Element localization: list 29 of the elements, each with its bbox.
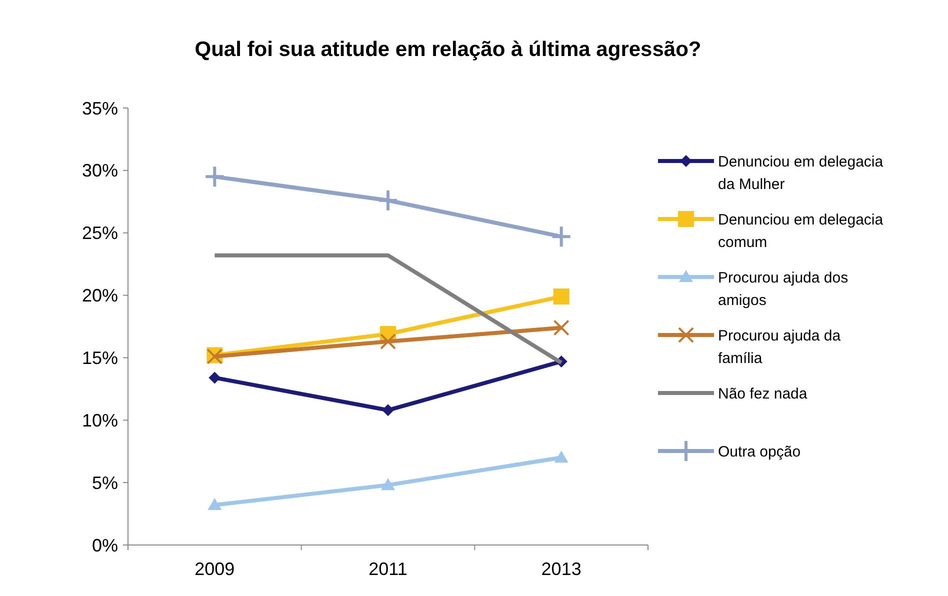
point (204, 165, 226, 188)
point (554, 450, 568, 463)
y-tick-label: 20% (82, 286, 118, 306)
point (382, 404, 394, 416)
point (208, 498, 222, 510)
point (380, 333, 396, 350)
y-tick-label: 5% (92, 472, 118, 493)
x-tick-label: 2011 (368, 559, 408, 579)
chart-title: Qual foi sua atitude em relação à última agressão? (194, 38, 702, 61)
legend-label: Outra opção (718, 443, 801, 460)
legend-label: Não fez nada (718, 385, 808, 402)
point (378, 188, 398, 212)
y-tick-label: 10% (82, 410, 118, 430)
x-tick-label: 2009 (194, 559, 235, 579)
legend-label: Denunciou em delegacia comum (718, 211, 884, 251)
legend-label: Procurou ajuda da família (718, 327, 842, 367)
point (553, 288, 570, 305)
point (208, 372, 221, 384)
legend-label: Denunciou em delegacia da Mulher (718, 153, 884, 193)
y-tick-label: 25% (82, 223, 118, 244)
y-tick-label: 30% (82, 160, 118, 181)
point (381, 478, 395, 490)
legend-label: Procurou ajuda dos amigos (718, 269, 848, 309)
x-tick-label: 2013 (541, 559, 582, 579)
y-tick-label: 35% (82, 98, 118, 118)
y-tick-label: 0% (92, 535, 118, 556)
point (553, 320, 570, 336)
point (550, 225, 572, 248)
y-tick-label: 15% (82, 348, 118, 368)
